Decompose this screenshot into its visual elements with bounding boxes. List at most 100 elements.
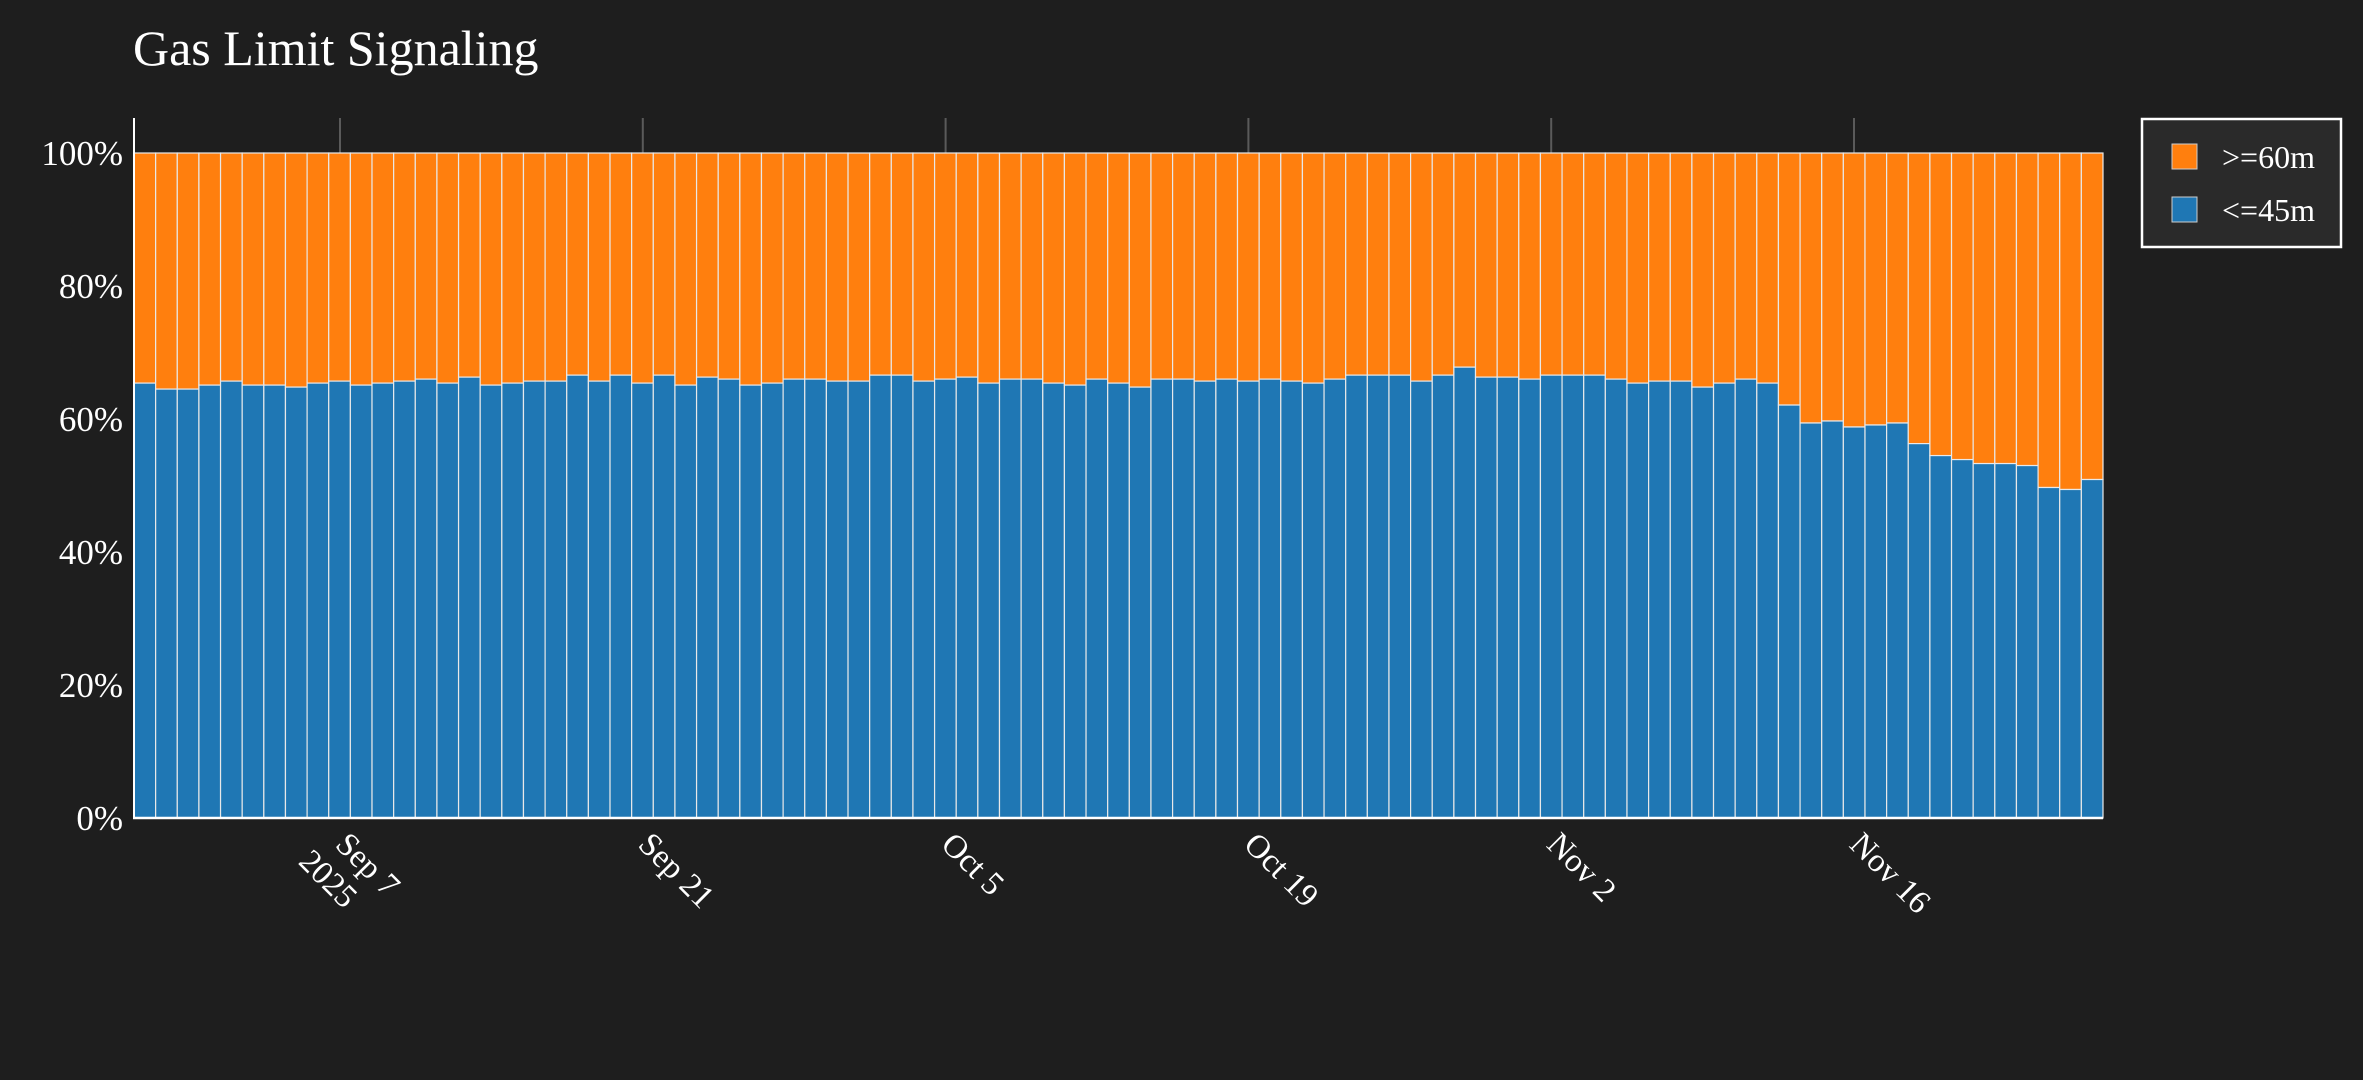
bar-segment-high (782, 152, 806, 380)
legend-label-high: >=60m (2222, 139, 2315, 175)
bar-segment-high (695, 152, 719, 378)
x-tick-label: Sep 21 (631, 826, 721, 916)
bar-segment-high (371, 152, 395, 384)
bar-segment-high (198, 152, 222, 386)
bar-segment-low (414, 378, 438, 819)
bar-segment-low (2080, 478, 2104, 819)
bar-segment-low (1583, 374, 1606, 819)
bar-segment-low (609, 374, 633, 819)
bar-segment-high (414, 152, 438, 380)
bar-segment-high (1799, 152, 1823, 424)
bar-segment-low (1345, 374, 1368, 819)
bar-segment-low (133, 382, 157, 819)
bar-segment-high (1539, 152, 1563, 376)
bar-segment-low (890, 374, 914, 819)
bar-segment-high (457, 152, 481, 378)
bar-segment-high (1388, 152, 1412, 376)
bar-segment-high (436, 152, 460, 384)
bar-segment-low (912, 380, 936, 819)
bar-segment-high (1734, 152, 1758, 380)
y-tick-label: 100% (41, 134, 123, 173)
bar-segment-low (2015, 464, 2039, 819)
bar-segment-low (176, 388, 200, 819)
bar-segment-high (587, 152, 611, 382)
bar-segment-low (219, 380, 243, 819)
bar-segment-low (198, 384, 222, 819)
bar-segment-low (1821, 420, 1844, 819)
bar-segment-high (241, 152, 265, 386)
bar-segment-low (1886, 422, 1909, 819)
bar-segment-high (1756, 152, 1780, 384)
bar-segment-high (1128, 152, 1152, 388)
bar-segment-high (1691, 152, 1715, 388)
bar-segment-low (1301, 382, 1325, 819)
bar-segment-low (1842, 426, 1866, 819)
legend[interactable]: >=60m <=45m (2140, 117, 2343, 249)
bar-segment-high (2015, 152, 2039, 467)
bar-segment-high (393, 152, 416, 382)
bar-segment-low (371, 382, 395, 819)
bar-segment-high (1020, 152, 1044, 380)
bar-segment-high (1063, 152, 1087, 386)
bar-segment-low (1063, 384, 1087, 819)
bar-segment-low (1236, 380, 1260, 819)
bar-segment-low (1539, 374, 1563, 819)
legend-label-low: <=45m (2222, 192, 2315, 228)
bar-segment-high (522, 152, 546, 382)
bar-segment-high (1626, 152, 1650, 384)
bar-segment-low (1712, 382, 1736, 819)
axes (133, 118, 2103, 820)
bar-segment-high (1648, 152, 1671, 382)
y-tick-label: 40% (59, 533, 123, 572)
bar-segment-high (890, 152, 914, 376)
bar-segment-low (1756, 382, 1780, 819)
bar-segment-high (306, 152, 330, 384)
chart-title: Gas Limit Signaling (133, 20, 539, 76)
bar-segment-high (1474, 152, 1498, 378)
bar-segment-low (263, 384, 287, 819)
bar-segment-low (1107, 382, 1130, 819)
bar-segment-high (1323, 152, 1347, 380)
bar-segment-high (155, 152, 178, 390)
bar-segment-low (1042, 382, 1066, 819)
bar-segment-low (1972, 462, 1996, 819)
svg-text:Sep 21: Sep 21 (631, 826, 721, 916)
bar-segment-high (176, 152, 200, 390)
bar-segment-high (804, 152, 827, 380)
bar-segment-low (1150, 378, 1174, 819)
bar-segment-high (1107, 152, 1130, 384)
bar-segment-high (284, 152, 308, 388)
bar-segment-low (457, 376, 481, 819)
bar-segment-low (1648, 380, 1671, 819)
bar-segment-high (631, 152, 654, 384)
bar-segment-low (717, 378, 741, 819)
bar-segment-low (1171, 378, 1195, 819)
svg-text:Nov 16: Nov 16 (1842, 826, 1937, 921)
bar-segment-high (1431, 152, 1455, 376)
bar-segment-low (393, 380, 416, 819)
legend-item-high[interactable]: >=60m (2171, 139, 2315, 175)
bar-segment-high (1280, 152, 1304, 382)
bar-segment-high (1410, 152, 1433, 382)
bar-segment-high (739, 152, 763, 386)
bar-segment-low (760, 382, 784, 819)
bar-segment-low (1604, 378, 1628, 819)
bar-segment-high (1561, 152, 1585, 376)
bar-segment-high (998, 152, 1022, 380)
bar-segment-high (479, 152, 503, 386)
bar-segment-low (1777, 404, 1801, 819)
bar-segment-low (284, 386, 308, 819)
bar-segment-low (1388, 374, 1412, 819)
bar-segment-high (1777, 152, 1801, 406)
bar-segment-high (1518, 152, 1542, 380)
bar-segment-low (1128, 386, 1152, 819)
bar-segment-high (2037, 152, 2061, 489)
legend-item-low[interactable]: <=45m (2171, 192, 2315, 228)
bar-segment-high (717, 152, 741, 380)
bar-segment-high (1950, 152, 1974, 461)
bar-segment-high (1345, 152, 1368, 376)
bar-segment-high (1085, 152, 1109, 380)
